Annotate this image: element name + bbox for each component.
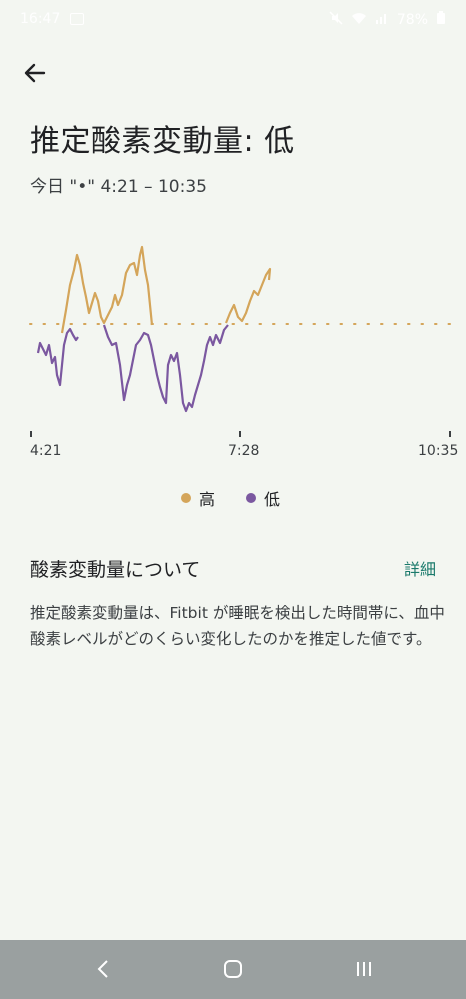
mute-icon <box>329 11 343 29</box>
details-link[interactable]: 詳細 <box>404 560 437 579</box>
oxygen-variation-chart: 4:21 7:28 10:35 <box>29 245 458 459</box>
status-right-icons: 78% <box>329 11 446 29</box>
legend-item-low: 低 <box>246 486 280 510</box>
home-circle-icon <box>224 960 242 978</box>
battery-icon <box>436 11 446 29</box>
legend-item-high: 高 <box>181 486 215 510</box>
date-range: 今日 "•" 4:21 – 10:35 <box>30 177 207 197</box>
status-bar: 16:47 78% <box>0 0 466 40</box>
wifi-icon <box>351 11 367 29</box>
signal-icon <box>375 11 389 29</box>
x-tick-label-end: 10:35 <box>418 443 458 459</box>
series-high-line-late <box>224 267 272 324</box>
back-button[interactable] <box>18 56 52 90</box>
legend-dot-high <box>181 493 191 503</box>
image-icon <box>70 13 84 25</box>
about-section-title: 酸素変動量について <box>30 559 201 581</box>
arrow-left-icon <box>24 63 46 83</box>
system-nav-bar <box>0 940 466 999</box>
chevron-left-icon <box>97 960 108 978</box>
x-tick-label-start: 4:21 <box>30 443 61 459</box>
legend-label-low: 低 <box>264 490 281 509</box>
about-description: 推定酸素変動量は、Fitbit が睡眠を検出した時間帯に、血中酸素レベルがどのく… <box>30 604 445 648</box>
x-tick-label-mid: 7:28 <box>228 443 259 459</box>
recents-icon <box>357 962 371 976</box>
legend-dot-low <box>246 493 256 503</box>
nav-recents-button[interactable] <box>342 952 386 986</box>
nav-home-button[interactable] <box>211 952 255 986</box>
legend-label-high: 高 <box>199 490 216 509</box>
page-title: 推定酸素変動量: 低 <box>30 124 295 159</box>
status-time: 16:47 <box>20 11 61 27</box>
nav-back-button[interactable] <box>82 952 126 986</box>
series-low-line <box>36 324 229 413</box>
battery-percent: 78% <box>396 12 428 28</box>
chart-legend: 高 低 <box>0 486 466 510</box>
series-high-line <box>60 245 154 334</box>
